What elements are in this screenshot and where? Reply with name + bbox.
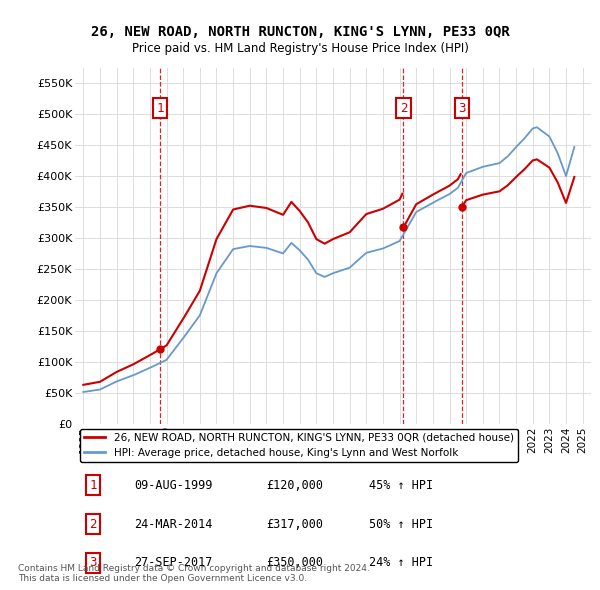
Legend: 26, NEW ROAD, NORTH RUNCTON, KING'S LYNN, PE33 0QR (detached house), HPI: Averag: 26, NEW ROAD, NORTH RUNCTON, KING'S LYNN… (80, 429, 518, 463)
Text: £317,000: £317,000 (266, 517, 323, 530)
Text: 24-MAR-2014: 24-MAR-2014 (134, 517, 213, 530)
Text: 3: 3 (458, 101, 466, 114)
Text: £350,000: £350,000 (266, 556, 323, 569)
Text: 27-SEP-2017: 27-SEP-2017 (134, 556, 213, 569)
Text: 2: 2 (400, 101, 407, 114)
Text: Price paid vs. HM Land Registry's House Price Index (HPI): Price paid vs. HM Land Registry's House … (131, 42, 469, 55)
Text: 2: 2 (89, 517, 97, 530)
Text: 09-AUG-1999: 09-AUG-1999 (134, 479, 213, 492)
Text: 1: 1 (89, 479, 97, 492)
Text: 24% ↑ HPI: 24% ↑ HPI (369, 556, 433, 569)
Text: 1: 1 (156, 101, 164, 114)
Text: 3: 3 (89, 556, 97, 569)
Text: 26, NEW ROAD, NORTH RUNCTON, KING'S LYNN, PE33 0QR: 26, NEW ROAD, NORTH RUNCTON, KING'S LYNN… (91, 25, 509, 40)
Text: £120,000: £120,000 (266, 479, 323, 492)
Text: Contains HM Land Registry data © Crown copyright and database right 2024.
This d: Contains HM Land Registry data © Crown c… (18, 563, 370, 583)
Text: 50% ↑ HPI: 50% ↑ HPI (369, 517, 433, 530)
Text: 45% ↑ HPI: 45% ↑ HPI (369, 479, 433, 492)
